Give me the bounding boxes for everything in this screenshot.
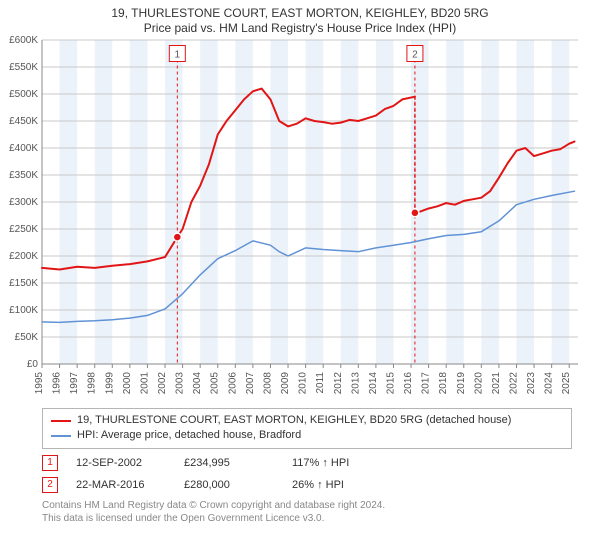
- legend-item: HPI: Average price, detached house, Brad…: [51, 428, 563, 443]
- attribution: Contains HM Land Registry data © Crown c…: [42, 499, 572, 525]
- svg-text:1996: 1996: [52, 372, 63, 395]
- svg-text:2004: 2004: [192, 372, 203, 395]
- svg-text:2002: 2002: [157, 372, 168, 395]
- marker-date: 12-SEP-2002: [76, 457, 166, 469]
- svg-text:£400K: £400K: [9, 143, 38, 154]
- svg-text:1998: 1998: [87, 372, 98, 395]
- legend-label: 19, THURLESTONE COURT, EAST MORTON, KEIG…: [77, 413, 511, 428]
- svg-text:2023: 2023: [526, 372, 537, 395]
- svg-text:2014: 2014: [368, 372, 379, 395]
- svg-text:£450K: £450K: [9, 116, 38, 127]
- svg-text:2017: 2017: [421, 372, 432, 395]
- marker-price: £234,995: [184, 457, 274, 469]
- svg-text:2003: 2003: [175, 372, 186, 395]
- svg-text:£100K: £100K: [9, 305, 38, 316]
- svg-text:1997: 1997: [69, 372, 80, 395]
- svg-text:£0: £0: [27, 359, 39, 370]
- legend-swatch: [51, 420, 71, 422]
- marker-delta: 117% ↑ HPI: [292, 457, 382, 469]
- marker-delta: 26% ↑ HPI: [292, 479, 382, 491]
- svg-text:1: 1: [175, 50, 181, 61]
- legend-label: HPI: Average price, detached house, Brad…: [77, 428, 301, 443]
- svg-text:2012: 2012: [333, 372, 344, 395]
- svg-text:2018: 2018: [438, 372, 449, 395]
- svg-text:2013: 2013: [350, 372, 361, 395]
- marker-table: 1 12-SEP-2002 £234,995 117% ↑ HPI 2 22-MAR-20…: [42, 455, 572, 493]
- svg-text:£150K: £150K: [9, 278, 38, 289]
- svg-text:2005: 2005: [210, 372, 221, 395]
- svg-text:2008: 2008: [262, 372, 273, 395]
- svg-text:£600K: £600K: [9, 36, 38, 46]
- legend-item: 19, THURLESTONE COURT, EAST MORTON, KEIG…: [51, 413, 563, 428]
- svg-text:2011: 2011: [315, 372, 326, 394]
- svg-text:£250K: £250K: [9, 224, 38, 235]
- attribution-line: Contains HM Land Registry data © Crown c…: [42, 499, 572, 512]
- svg-text:£550K: £550K: [9, 62, 38, 73]
- svg-text:1999: 1999: [104, 372, 115, 395]
- svg-text:2021: 2021: [491, 372, 502, 395]
- svg-text:2019: 2019: [456, 372, 467, 395]
- svg-text:1995: 1995: [34, 372, 45, 395]
- svg-text:2025: 2025: [561, 372, 572, 395]
- page-title: 19, THURLESTONE COURT, EAST MORTON, KEIG…: [0, 6, 600, 21]
- marker-row: 2 22-MAR-2016 £280,000 26% ↑ HPI: [42, 477, 572, 493]
- legend-swatch: [51, 435, 71, 437]
- marker-date: 22-MAR-2016: [76, 479, 166, 491]
- svg-text:2016: 2016: [403, 372, 414, 395]
- marker-badge: 1: [42, 455, 58, 471]
- svg-text:2015: 2015: [385, 372, 396, 395]
- svg-text:2: 2: [412, 50, 418, 61]
- marker-row: 1 12-SEP-2002 £234,995 117% ↑ HPI: [42, 455, 572, 471]
- attribution-line: This data is licensed under the Open Gov…: [42, 512, 572, 525]
- svg-text:2010: 2010: [298, 372, 309, 395]
- svg-text:2009: 2009: [280, 372, 291, 395]
- page-subtitle: Price paid vs. HM Land Registry's House …: [0, 21, 600, 36]
- chart: £0 £50K £100K £150K £200K £250K £300K £350K £400…: [0, 36, 600, 406]
- marker-badge: 2: [42, 477, 58, 493]
- legend: 19, THURLESTONE COURT, EAST MORTON, KEIG…: [42, 408, 572, 449]
- svg-text:2001: 2001: [139, 372, 150, 395]
- svg-text:£350K: £350K: [9, 170, 38, 181]
- svg-text:£50K: £50K: [15, 332, 39, 343]
- svg-text:2000: 2000: [122, 372, 133, 395]
- marker-price: £280,000: [184, 479, 274, 491]
- svg-text:2020: 2020: [473, 372, 484, 395]
- svg-text:£300K: £300K: [9, 197, 38, 208]
- svg-text:2022: 2022: [508, 372, 519, 395]
- svg-text:2024: 2024: [544, 372, 555, 395]
- svg-text:2007: 2007: [245, 372, 256, 395]
- svg-text:£200K: £200K: [9, 251, 38, 262]
- svg-text:£500K: £500K: [9, 89, 38, 100]
- svg-text:2006: 2006: [227, 372, 238, 395]
